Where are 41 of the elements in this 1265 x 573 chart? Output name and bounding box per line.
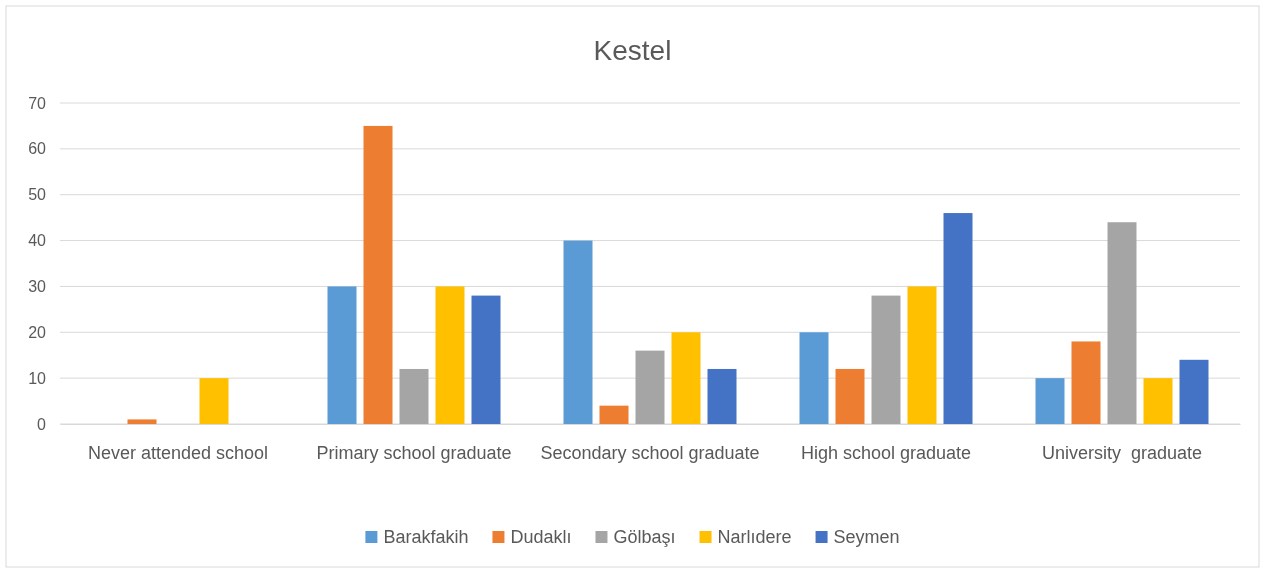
bar: [1143, 378, 1173, 424]
bar: [599, 405, 629, 424]
y-tick-label: 70: [28, 94, 47, 112]
x-tick-label: High school graduate: [800, 442, 972, 463]
bar: [635, 350, 665, 424]
bar: [363, 125, 393, 424]
y-tick-label: 20: [28, 323, 47, 341]
legend-label: Narlıdere: [717, 527, 792, 548]
bar: [127, 419, 157, 424]
x-tick-label: Never attended school: [87, 442, 269, 463]
bar: [199, 378, 229, 424]
y-tick-label: 50: [28, 186, 47, 204]
bar: [943, 213, 973, 424]
bar: [1035, 378, 1065, 424]
x-tick-label: Secondary school graduate: [540, 442, 760, 463]
bar: [327, 286, 357, 424]
bar: [799, 332, 829, 424]
y-tick-label: 40: [28, 232, 47, 250]
bar: [1107, 222, 1137, 424]
bar: [563, 240, 593, 424]
bar: [671, 332, 701, 424]
bar: [1071, 341, 1101, 424]
x-tick-label: University graduate: [1041, 442, 1203, 463]
bar: [907, 286, 937, 424]
y-tick-label: 60: [28, 140, 47, 158]
bar: [399, 368, 429, 424]
bar: [835, 368, 865, 424]
bar: [707, 368, 737, 424]
legend-label: Gölbaşı: [613, 527, 676, 548]
legend-label: Barakfakih: [383, 527, 469, 548]
chart-title: Kestel: [593, 35, 672, 66]
y-tick-label: 0: [37, 415, 47, 433]
legend-label: Seymen: [833, 527, 900, 548]
x-tick-label: Primary school graduate: [316, 442, 512, 463]
bar: [871, 295, 901, 424]
y-tick-label: 30: [28, 278, 47, 296]
bar: [471, 295, 501, 424]
legend-label: Dudaklı: [510, 527, 572, 548]
y-tick-label: 10: [28, 369, 47, 387]
bar: [435, 286, 465, 424]
bar: [1179, 359, 1209, 424]
